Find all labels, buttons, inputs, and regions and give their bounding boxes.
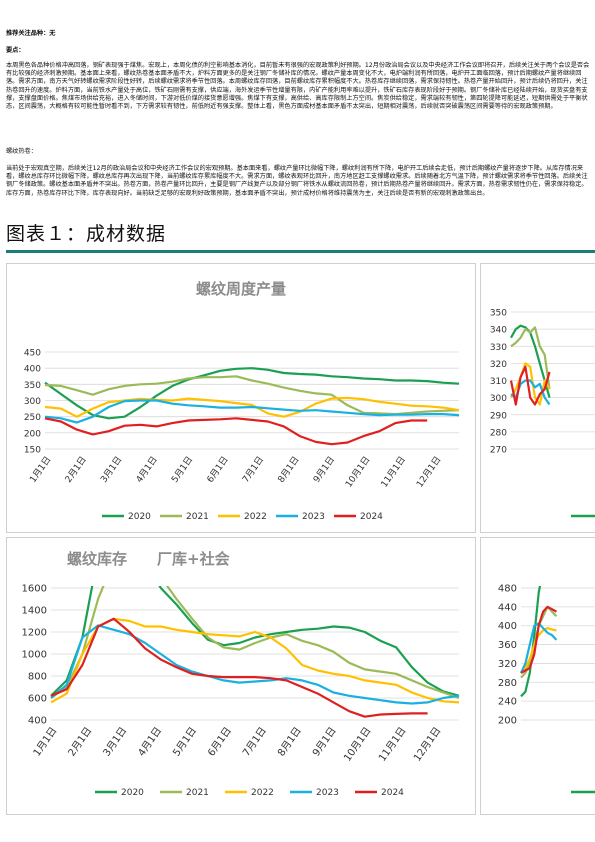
y-tick-label: 480: [498, 584, 517, 595]
series-line-2023: [44, 399, 460, 424]
y-tick-label: 350: [490, 309, 507, 319]
x-tick-label: 7月1日: [240, 725, 269, 759]
x-tick-label: 12月1日: [414, 454, 443, 489]
x-tick-label: 4月1日: [136, 725, 165, 759]
chart-panel-weekly-output: 螺纹周度产量 150 200 250 300 350 400 450 1月1日 2月1日 3月1日 4…: [6, 263, 476, 533]
weekly-output-chart: 螺纹周度产量 150 200 250 300 350 400 450 1月1日 2月1日 3月1日 4…: [24, 280, 460, 522]
y-tick-label: 340: [490, 326, 507, 336]
y-tick-label: 1000: [22, 650, 47, 661]
chart-panel-right-bottom: 200 240 280 320 360 400 440 480: [480, 537, 595, 815]
x-tick-label: 2月1日: [63, 454, 89, 484]
series-line-2022: [44, 396, 460, 418]
x-tick-label: 5月1日: [169, 454, 195, 484]
legend-label-2023: 2023: [302, 512, 325, 522]
chart-title: 螺纹周度产量: [196, 280, 286, 298]
series-line-2020: [44, 367, 460, 420]
legend-label-2024: 2024: [360, 512, 383, 522]
legend-label-2023: 2023: [316, 788, 339, 798]
y-tick-label: 1400: [22, 606, 47, 617]
y-tick-label: 1200: [22, 628, 47, 639]
y-tick-label: 360: [498, 640, 517, 651]
series-line-2024: [509, 365, 551, 406]
x-tick-label: 1月1日: [31, 725, 60, 759]
y-tick-label: 200: [24, 429, 41, 439]
x-tick-label: 11月1日: [379, 454, 408, 489]
x-tick-label: 7月1日: [240, 454, 266, 484]
y-tick-label: 280: [490, 428, 507, 438]
x-tick-label: 11月1日: [376, 725, 408, 764]
y-tick-label: 250: [24, 413, 41, 423]
series-line-2024: [50, 617, 428, 718]
series-line-2022: [520, 626, 557, 674]
x-tick-label: 6月1日: [205, 454, 231, 484]
y-tick-label: 150: [24, 446, 41, 456]
legend-label-2021: 2021: [186, 512, 209, 522]
x-tick-label: 8月1日: [275, 725, 304, 759]
series-line-2021: [50, 586, 460, 700]
y-tick-label: 270: [490, 446, 507, 456]
x-tick-label: 12月1日: [411, 725, 443, 764]
y-tick-label: 400: [28, 716, 47, 727]
right-bottom-chart: 200 240 280 320 360 400 440 480: [498, 584, 595, 794]
x-tick-label: 5月1日: [170, 725, 199, 759]
series-line-2023: [50, 624, 460, 705]
rebar-heading: 螺纹热卷：: [6, 148, 37, 155]
x-tick-label: 9月1日: [311, 454, 337, 484]
x-tick-label: 1月1日: [28, 454, 54, 484]
chart-panel-right-top: 270 280 290 300 310 320 330 340 350: [480, 263, 595, 533]
series-line-2022: [510, 362, 551, 406]
y-tick-label: 300: [24, 397, 41, 407]
y-tick-label: 1600: [22, 584, 47, 595]
rebar-paragraph: 当前处于宏观真空期，后续关注12月的政治局会议和中央经济工作会议的宏观预期。基本…: [6, 165, 588, 197]
focus-varieties-label: 推荐关注品种：无: [6, 30, 56, 37]
y-tick-label: 600: [28, 694, 47, 705]
x-tick-label: 4月1日: [134, 454, 160, 484]
chart-title: 螺纹库存 厂库+社会: [67, 550, 230, 568]
y-tick-label: 280: [498, 678, 517, 689]
legend-label-2022: 2022: [251, 788, 274, 798]
legend-label-2022: 2022: [244, 512, 267, 522]
y-tick-label: 320: [498, 659, 517, 670]
figure-title-rule: [6, 250, 595, 253]
series-line-2024: [520, 605, 557, 674]
legend-label-2020: 2020: [121, 788, 144, 798]
y-tick-label: 290: [490, 411, 507, 421]
right-top-chart: 270 280 290 300 310 320 330 340 350: [490, 309, 595, 518]
summary-paragraph: 本周黑色各品种价格冲高回落，钢矿表现强于煤焦。宏观上，本周化债的利空影响基本消化…: [6, 62, 590, 111]
x-tick-label: 2月1日: [66, 725, 95, 759]
series-line-2020: [520, 586, 542, 698]
y-tick-label: 450: [24, 349, 41, 359]
x-tick-label: 3月1日: [101, 725, 130, 759]
series-line-2022: [50, 617, 460, 704]
y-tick-label: 320: [490, 360, 507, 370]
x-tick-label: 10月1日: [341, 725, 373, 764]
legend-label-2021: 2021: [186, 788, 209, 798]
x-tick-label: 6月1日: [205, 725, 234, 759]
y-tick-label: 350: [24, 381, 41, 391]
y-tick-label: 400: [498, 621, 517, 632]
y-tick-label: 400: [24, 365, 41, 375]
legend-label-2020: 2020: [128, 512, 151, 522]
x-tick-label: 10月1日: [343, 454, 372, 489]
x-tick-label: 3月1日: [98, 454, 124, 484]
figure-title: 图表１：成材数据: [6, 223, 167, 245]
y-tick-label: 240: [498, 697, 517, 708]
series-line-2021: [510, 326, 551, 390]
chart-panel-rebar-inventory: 螺纹库存 厂库+社会 400 600 800 1000 1200 1400 1600 1月1日 2…: [6, 537, 476, 815]
y-tick-label: 440: [498, 602, 517, 613]
y-tick-label: 800: [28, 672, 47, 683]
series-line-2020: [50, 586, 460, 697]
x-tick-label: 9月1日: [310, 725, 339, 759]
y-tick-label: 200: [498, 716, 517, 727]
y-tick-label: 300: [490, 394, 507, 404]
y-tick-label: 330: [490, 343, 507, 353]
series-line-2024: [44, 417, 428, 446]
legend-label-2024: 2024: [381, 788, 404, 798]
key-points-label: 要点：: [6, 47, 25, 54]
y-tick-label: 310: [490, 377, 507, 387]
x-tick-label: 8月1日: [276, 454, 302, 484]
